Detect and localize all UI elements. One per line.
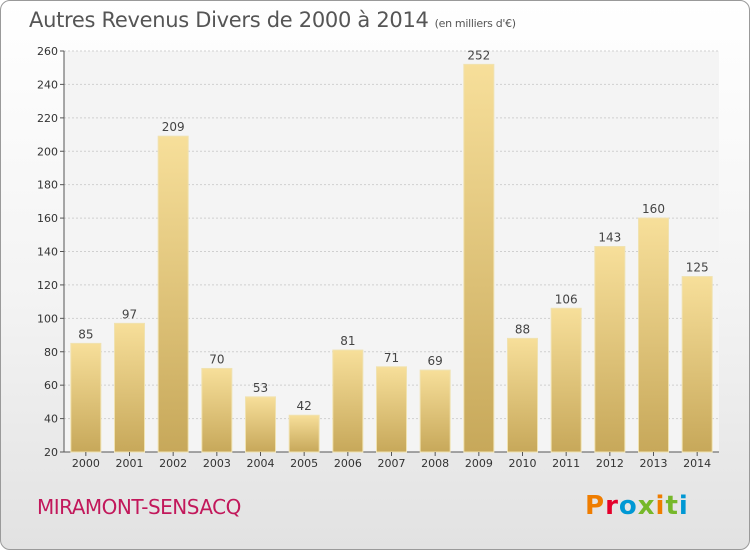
y-tick-label: 180	[37, 179, 58, 192]
bar	[157, 135, 189, 453]
y-tick-label: 240	[37, 78, 58, 91]
bar	[288, 414, 320, 453]
y-tick-label: 220	[37, 112, 58, 125]
x-tick-label: 2000	[72, 457, 100, 470]
data-label: 71	[384, 351, 399, 365]
y-tick-label: 160	[37, 212, 58, 225]
y-tick-label: 20	[44, 446, 58, 459]
bar	[463, 63, 495, 453]
logo-letter: r	[605, 491, 619, 521]
data-label: 143	[598, 230, 621, 244]
y-tick-label: 120	[37, 279, 58, 292]
data-label: 106	[555, 292, 578, 306]
data-label: 209	[162, 120, 185, 134]
y-tick-label: 60	[44, 379, 58, 392]
bar	[681, 276, 713, 453]
y-tick-label: 140	[37, 246, 58, 259]
y-tick-label: 80	[44, 346, 58, 359]
logo-letter: i	[678, 491, 689, 521]
commune-name: MIRAMONT-SENSACQ	[37, 495, 241, 519]
bar	[419, 369, 451, 453]
bar	[550, 307, 582, 453]
data-label: 70	[209, 352, 224, 366]
data-label: 125	[686, 261, 709, 275]
data-label: 88	[515, 322, 530, 336]
data-label: 97	[122, 307, 137, 321]
bar	[245, 396, 276, 453]
x-tick-label: 2011	[552, 457, 580, 470]
x-tick-label: 2001	[116, 457, 144, 470]
x-tick-label: 2004	[247, 457, 275, 470]
logo-letter: t	[665, 491, 679, 521]
bar	[70, 342, 102, 453]
x-tick-label: 2005	[290, 457, 318, 470]
y-tick-label: 40	[44, 413, 58, 426]
data-label: 81	[340, 334, 355, 348]
chart-unit: (en milliers d'€)	[434, 17, 516, 30]
x-tick-label: 2010	[509, 457, 537, 470]
bar	[594, 245, 626, 453]
bar	[114, 322, 145, 453]
bar	[376, 366, 407, 453]
chart-title-text: Autres Revenus Divers de 2000 à 2014	[29, 8, 429, 32]
data-label: 85	[78, 327, 93, 341]
x-tick-label: 2007	[378, 457, 406, 470]
logo-letter: P	[585, 491, 606, 521]
x-tick-label: 2008	[421, 457, 449, 470]
x-tick-label: 2014	[683, 457, 711, 470]
x-tick-label: 2012	[596, 457, 624, 470]
y-tick-label: 200	[37, 145, 58, 158]
data-label: 53	[253, 381, 268, 395]
chart-title: Autres Revenus Divers de 2000 à 2014 (en …	[29, 8, 516, 32]
x-tick-label: 2006	[334, 457, 362, 470]
x-tick-label: 2002	[159, 457, 187, 470]
logo-letter: o	[618, 491, 638, 521]
bar	[201, 367, 233, 453]
x-tick-label: 2013	[640, 457, 668, 470]
bar	[332, 349, 364, 453]
bar	[507, 337, 538, 453]
x-tick-label: 2003	[203, 457, 231, 470]
data-label: 69	[428, 354, 443, 368]
proxiti-logo[interactable]: Proxiti	[585, 491, 689, 521]
data-label: 42	[297, 399, 312, 413]
logo-letter: i	[655, 491, 666, 521]
y-tick-label: 100	[37, 312, 58, 325]
x-tick-label: 2009	[465, 457, 493, 470]
logo-letter: x	[637, 491, 656, 521]
bar	[638, 217, 669, 453]
y-tick-label: 260	[37, 45, 58, 58]
data-label: 160	[642, 202, 665, 216]
data-label: 252	[467, 48, 490, 62]
